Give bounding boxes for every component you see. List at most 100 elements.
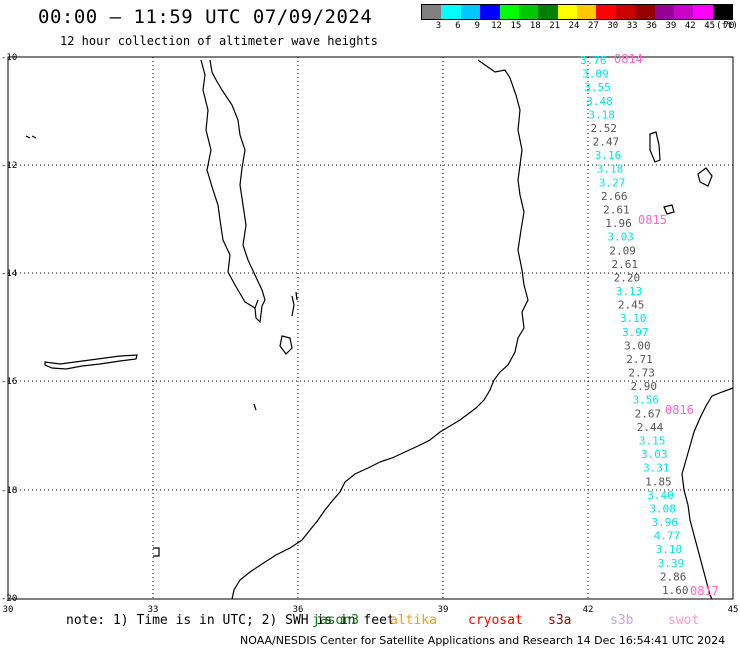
gridlines	[8, 57, 733, 599]
swh-value: 3.03	[641, 448, 668, 461]
colorbar-label: 12	[491, 21, 502, 31]
latitude-label: -10	[1, 53, 17, 63]
swh-value: 3.97	[622, 326, 649, 339]
lake-malawi-west-shore	[200, 59, 259, 309]
longitude-label: 30	[3, 605, 14, 615]
swh-value: 2.20	[614, 271, 641, 284]
colorbar-label: 15	[510, 21, 522, 31]
colorbar-swatch	[480, 5, 500, 19]
latitude-label: -14	[1, 269, 17, 279]
swh-value: 3.00	[624, 339, 651, 352]
lake-malawi-east-shore	[209, 59, 266, 307]
colorbar-label: 70	[723, 21, 735, 31]
swh-value: 3.16	[595, 149, 622, 162]
swh-value: 3.13	[616, 285, 643, 298]
colorbar-label: 30	[607, 21, 619, 31]
footer-credit: NOAA/NESDIS Center for Satellite Applica…	[240, 634, 726, 647]
colorbar-swatch	[615, 5, 636, 19]
colorbar-swatch	[499, 5, 519, 19]
pass-time-labels: 0814 0815 0816 0817	[614, 52, 719, 598]
swh-value: 2.66	[601, 190, 628, 203]
latitude-label: -12	[1, 161, 17, 171]
lake-kariba	[44, 354, 138, 370]
swh-value: 3.96	[651, 516, 678, 529]
satellite-legend-altika: altika	[390, 613, 437, 628]
comoros-island-3	[663, 204, 675, 215]
swh-value: 2.09	[609, 244, 636, 257]
swh-values-track: 3.763.093.553.483.182.522.473.163.183.27…	[580, 54, 689, 597]
satellite-legend-s3b: s3b	[610, 613, 634, 628]
swh-value: 3.48	[586, 95, 613, 108]
comoros-island-2	[697, 167, 713, 187]
swh-value: 1.96	[605, 217, 632, 230]
swh-value: 3.10	[620, 312, 647, 325]
colorbar-label: 39	[665, 21, 677, 31]
colorbar-label: 24	[568, 21, 580, 31]
satellite-legend-jason3: jason3	[312, 613, 359, 628]
swh-value: 3.15	[639, 435, 666, 448]
lake-malawi-south	[254, 305, 263, 324]
swh-value: 2.45	[618, 299, 645, 312]
small-lake-4	[153, 547, 160, 557]
swh-value: 2.71	[626, 353, 653, 366]
lake-chilwa	[279, 335, 293, 355]
pass-time-label: 0817	[690, 584, 719, 598]
colorbar-swatch	[673, 5, 694, 19]
colorbar-label: 27	[588, 21, 599, 31]
swh-value: 3.39	[658, 557, 685, 570]
swh-value: 2.86	[660, 570, 687, 583]
pass-time-label: 0816	[665, 403, 694, 417]
swh-value: 1.85	[645, 475, 672, 488]
swh-value: 3.40	[647, 489, 674, 502]
swh-value: 3.09	[582, 68, 609, 81]
map-frame	[7, 56, 734, 600]
page-title: 00:00 – 11:59 UTC 07/09/2024	[38, 6, 373, 28]
swh-value: 2.61	[603, 203, 630, 216]
swh-value: 3.55	[584, 81, 611, 94]
swh-value: 2.90	[630, 380, 657, 393]
colorbar-label: 36	[646, 21, 657, 31]
swh-value: 2.44	[637, 421, 664, 434]
colorbar-label: 45	[704, 21, 716, 31]
colorbar-swatch	[441, 5, 461, 19]
swh-value: 3.76	[580, 54, 607, 67]
satellite-legend-swot: swot	[668, 613, 700, 628]
swh-value: 3.56	[633, 394, 660, 407]
pass-time-label: 0814	[614, 52, 643, 66]
colorbar-label: 42	[684, 21, 696, 31]
comoros-island-1	[649, 131, 661, 163]
swh-value: 4.77	[654, 530, 681, 543]
colorbar-label: 33	[626, 21, 638, 31]
small-lake-2	[295, 291, 298, 301]
latitude-labels: -10 -12 -14 -16 -18 -20	[1, 53, 17, 604]
small-lake-1	[291, 295, 295, 317]
colorbar-swatch	[460, 5, 481, 19]
colorbar-swatch	[422, 5, 442, 19]
colorbar-label: 3	[435, 21, 442, 31]
swh-value: 2.73	[628, 367, 655, 380]
satellite-legend-s3a: s3a	[548, 613, 572, 628]
colorbar-label: 9	[474, 21, 480, 31]
colorbar-swatch	[712, 5, 732, 19]
longitude-label: 42	[583, 605, 594, 615]
swh-value: 3.18	[597, 163, 624, 176]
colorbar-swatch	[654, 5, 674, 19]
colorbar-label: 21	[549, 21, 561, 31]
coastlines	[25, 59, 734, 600]
colorbar-swatch	[596, 5, 616, 19]
swh-value: 2.61	[612, 258, 639, 271]
colorbar-labels: 3 6 9 12 15 18 21 24 27 30 33 36 39 42 45 70 (ft)	[421, 21, 738, 35]
small-lake-3	[253, 403, 257, 411]
colorbar-swatch	[577, 5, 597, 19]
colorbar-swatch	[557, 5, 577, 19]
swh-value: 3.31	[643, 462, 670, 475]
latitude-label: -18	[1, 486, 17, 496]
page-subtitle: 12 hour collection of altimeter wave hei…	[60, 34, 378, 48]
longitude-label: 45	[728, 605, 739, 615]
latitude-label: -20	[1, 594, 17, 604]
swh-value: 1.60	[662, 584, 689, 597]
legend-note: note: 1) Time is in UTC; 2) SWH is in fe…	[66, 613, 395, 628]
swh-value: 3.27	[599, 176, 626, 189]
longitude-label: 33	[148, 605, 159, 615]
